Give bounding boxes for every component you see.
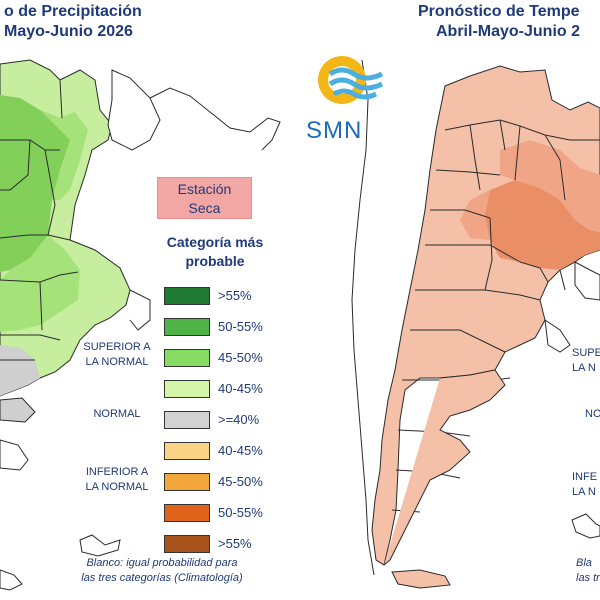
legend-group-normal: NORMAL — [93, 408, 141, 420]
legend-swatch — [164, 318, 210, 336]
legend-swatch — [164, 287, 210, 305]
legend-title: Categoría más probable — [150, 233, 280, 271]
temp-legend-inferior-partial: INFE LA N — [572, 470, 597, 500]
legend-group-inferior-line2: LA NORMAL — [85, 481, 149, 493]
legend-group-superior: SUPERIOR A LA NORMAL — [74, 340, 160, 370]
legend-swatch-label: >55% — [218, 288, 252, 303]
legend-swatch — [164, 535, 210, 553]
temp-legend-note-partial-line1: Bla — [576, 557, 592, 569]
legend-swatch — [164, 442, 210, 460]
precip-title-line2: Mayo-Junio 2026 — [4, 23, 133, 40]
smn-logo — [318, 56, 384, 104]
temp-map — [351, 59, 600, 589]
temp-legend-inferior-partial-line2: LA N — [572, 486, 596, 498]
legend-swatch-label: 50-55% — [218, 505, 263, 520]
legend-swatch — [164, 504, 210, 522]
precip-map — [0, 59, 281, 591]
legend-swatch — [164, 473, 210, 491]
legend-note-line2: las tres categorías (Climatología) — [81, 572, 243, 584]
legend-swatch-label: 45-50% — [218, 350, 263, 365]
temp-legend-note-partial-line2: las tr — [576, 572, 600, 584]
legend-swatch — [164, 380, 210, 398]
temp-legend-normal-partial: NO — [585, 408, 600, 420]
legend-swatch-label: 40-45% — [218, 381, 263, 396]
dry-season-badge: Estación Seca — [157, 177, 252, 219]
legend-note: Blanco: igual probabilidad para las tres… — [48, 556, 276, 586]
smn-wave-icon — [328, 67, 384, 81]
smn-logo-text: SMN — [306, 117, 363, 144]
legend-swatch — [164, 411, 210, 429]
temp-legend-note-partial: Bla las tr — [576, 556, 600, 586]
dry-season-line2: Seca — [188, 200, 221, 216]
legend-title-line2: probable — [185, 253, 245, 269]
temp-legend-superior-partial-line1: SUPER — [572, 347, 600, 359]
legend-group-superior-line1: SUPERIOR A — [83, 341, 151, 353]
legend-swatch-label: 50-55% — [218, 319, 263, 334]
legend-title-line1: Categoría más — [166, 234, 264, 250]
dry-season-line1: Estación — [177, 181, 232, 197]
legend-swatch-label: >=40% — [218, 412, 260, 427]
legend-note-line1: Blanco: igual probabilidad para — [86, 557, 238, 569]
precip-title-line1: o de Precipitación — [4, 3, 142, 20]
temp-legend-superior-partial-line2: LA N — [572, 362, 596, 374]
legend-group-inferior-line1: INFERIOR A — [85, 466, 149, 478]
temp-title-line1: Pronóstico de Tempe — [418, 3, 580, 20]
temp-map-land — [371, 65, 600, 566]
legend-swatch-label: 45-50% — [218, 474, 263, 489]
legend-swatch-label: >55% — [218, 536, 252, 551]
legend-group-superior-line2: LA NORMAL — [85, 356, 149, 368]
legend-group-inferior: INFERIOR A LA NORMAL — [74, 465, 160, 495]
temp-legend-superior-partial: SUPER LA N — [572, 346, 600, 376]
temp-title-line2: Abril-Mayo-Junio 2 — [436, 23, 581, 40]
temp-legend-inferior-partial-line1: INFE — [572, 471, 598, 483]
legend-swatch — [164, 349, 210, 367]
legend-swatch-label: 40-45% — [218, 443, 263, 458]
